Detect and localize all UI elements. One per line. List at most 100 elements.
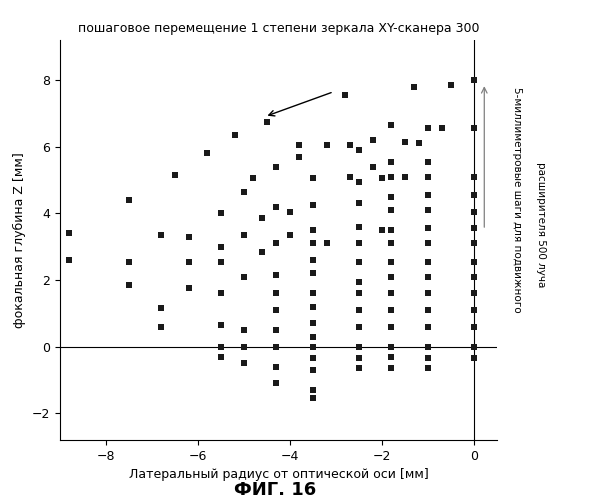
Point xyxy=(354,146,364,154)
Point xyxy=(470,306,479,314)
Point xyxy=(308,320,318,328)
Point xyxy=(262,118,272,126)
Point xyxy=(258,248,267,256)
X-axis label: Латеральный радиус от оптической оси [мм]: Латеральный радиус от оптической оси [мм… xyxy=(129,468,428,481)
Point xyxy=(239,342,249,350)
Point xyxy=(308,240,318,248)
Point xyxy=(308,174,318,182)
Point xyxy=(368,136,378,144)
Point xyxy=(230,131,240,139)
Point xyxy=(423,354,433,362)
Point xyxy=(308,394,318,402)
Point xyxy=(239,360,249,368)
Point xyxy=(271,162,281,170)
Point xyxy=(354,200,364,207)
Point xyxy=(354,222,364,230)
Point xyxy=(271,306,281,314)
Point xyxy=(308,354,318,362)
Point xyxy=(308,290,318,298)
Point xyxy=(308,226,318,234)
Point xyxy=(470,124,479,132)
Point xyxy=(271,202,281,210)
Point xyxy=(271,362,281,370)
Point xyxy=(354,322,364,330)
Point xyxy=(184,284,193,292)
Point xyxy=(377,226,387,234)
Point xyxy=(423,272,433,280)
Point xyxy=(470,354,479,362)
Point xyxy=(354,306,364,314)
Point xyxy=(423,124,433,132)
Point xyxy=(470,272,479,280)
Point xyxy=(423,206,433,214)
Point xyxy=(470,224,479,232)
Point xyxy=(386,206,396,214)
Point xyxy=(386,342,396,350)
Point xyxy=(156,231,166,239)
Point xyxy=(308,332,318,340)
Point xyxy=(271,342,281,350)
Point xyxy=(354,342,364,350)
Point xyxy=(239,272,249,280)
Point xyxy=(184,232,193,240)
Point xyxy=(386,364,396,372)
Point xyxy=(386,172,396,180)
Point xyxy=(423,191,433,199)
Point xyxy=(423,306,433,314)
Point xyxy=(308,201,318,209)
Point xyxy=(216,290,226,298)
Point xyxy=(470,172,479,180)
Point xyxy=(470,258,479,266)
Point xyxy=(124,196,134,204)
Point xyxy=(345,141,355,149)
Point xyxy=(386,240,396,248)
Point xyxy=(202,150,212,158)
Point xyxy=(322,240,332,248)
Point xyxy=(156,304,166,312)
Point xyxy=(423,322,433,330)
Point xyxy=(64,256,74,264)
Point xyxy=(271,380,281,388)
Point xyxy=(354,364,364,372)
Point xyxy=(308,256,318,264)
Point xyxy=(386,352,396,360)
Point xyxy=(216,342,226,350)
Point xyxy=(64,230,74,237)
Point xyxy=(345,172,355,180)
Point xyxy=(386,306,396,314)
Point xyxy=(470,290,479,298)
Text: 5-миллиметровые шаги для подвижного: 5-миллиметровые шаги для подвижного xyxy=(512,87,522,313)
Point xyxy=(216,352,226,360)
Point xyxy=(470,191,479,199)
Point xyxy=(249,174,258,182)
Point xyxy=(271,240,281,248)
Point xyxy=(423,290,433,298)
Point xyxy=(386,158,396,166)
Point xyxy=(354,240,364,248)
Point xyxy=(258,214,267,222)
Point xyxy=(340,91,350,99)
Point xyxy=(295,152,304,160)
Point xyxy=(470,240,479,248)
Point xyxy=(423,342,433,350)
Point xyxy=(386,322,396,330)
Point xyxy=(170,171,180,179)
Point xyxy=(423,224,433,232)
Point xyxy=(285,231,295,239)
Point xyxy=(239,231,249,239)
Point xyxy=(354,178,364,186)
Point xyxy=(470,342,479,350)
Point xyxy=(239,326,249,334)
Point xyxy=(295,141,304,149)
Point xyxy=(216,321,226,329)
Point xyxy=(423,240,433,248)
Point xyxy=(414,140,423,147)
Point xyxy=(410,82,419,90)
Point xyxy=(308,302,318,310)
Point xyxy=(386,272,396,280)
Point xyxy=(271,290,281,298)
Point xyxy=(368,162,378,170)
Point xyxy=(386,121,396,129)
Point xyxy=(400,172,410,180)
Point xyxy=(124,281,134,289)
